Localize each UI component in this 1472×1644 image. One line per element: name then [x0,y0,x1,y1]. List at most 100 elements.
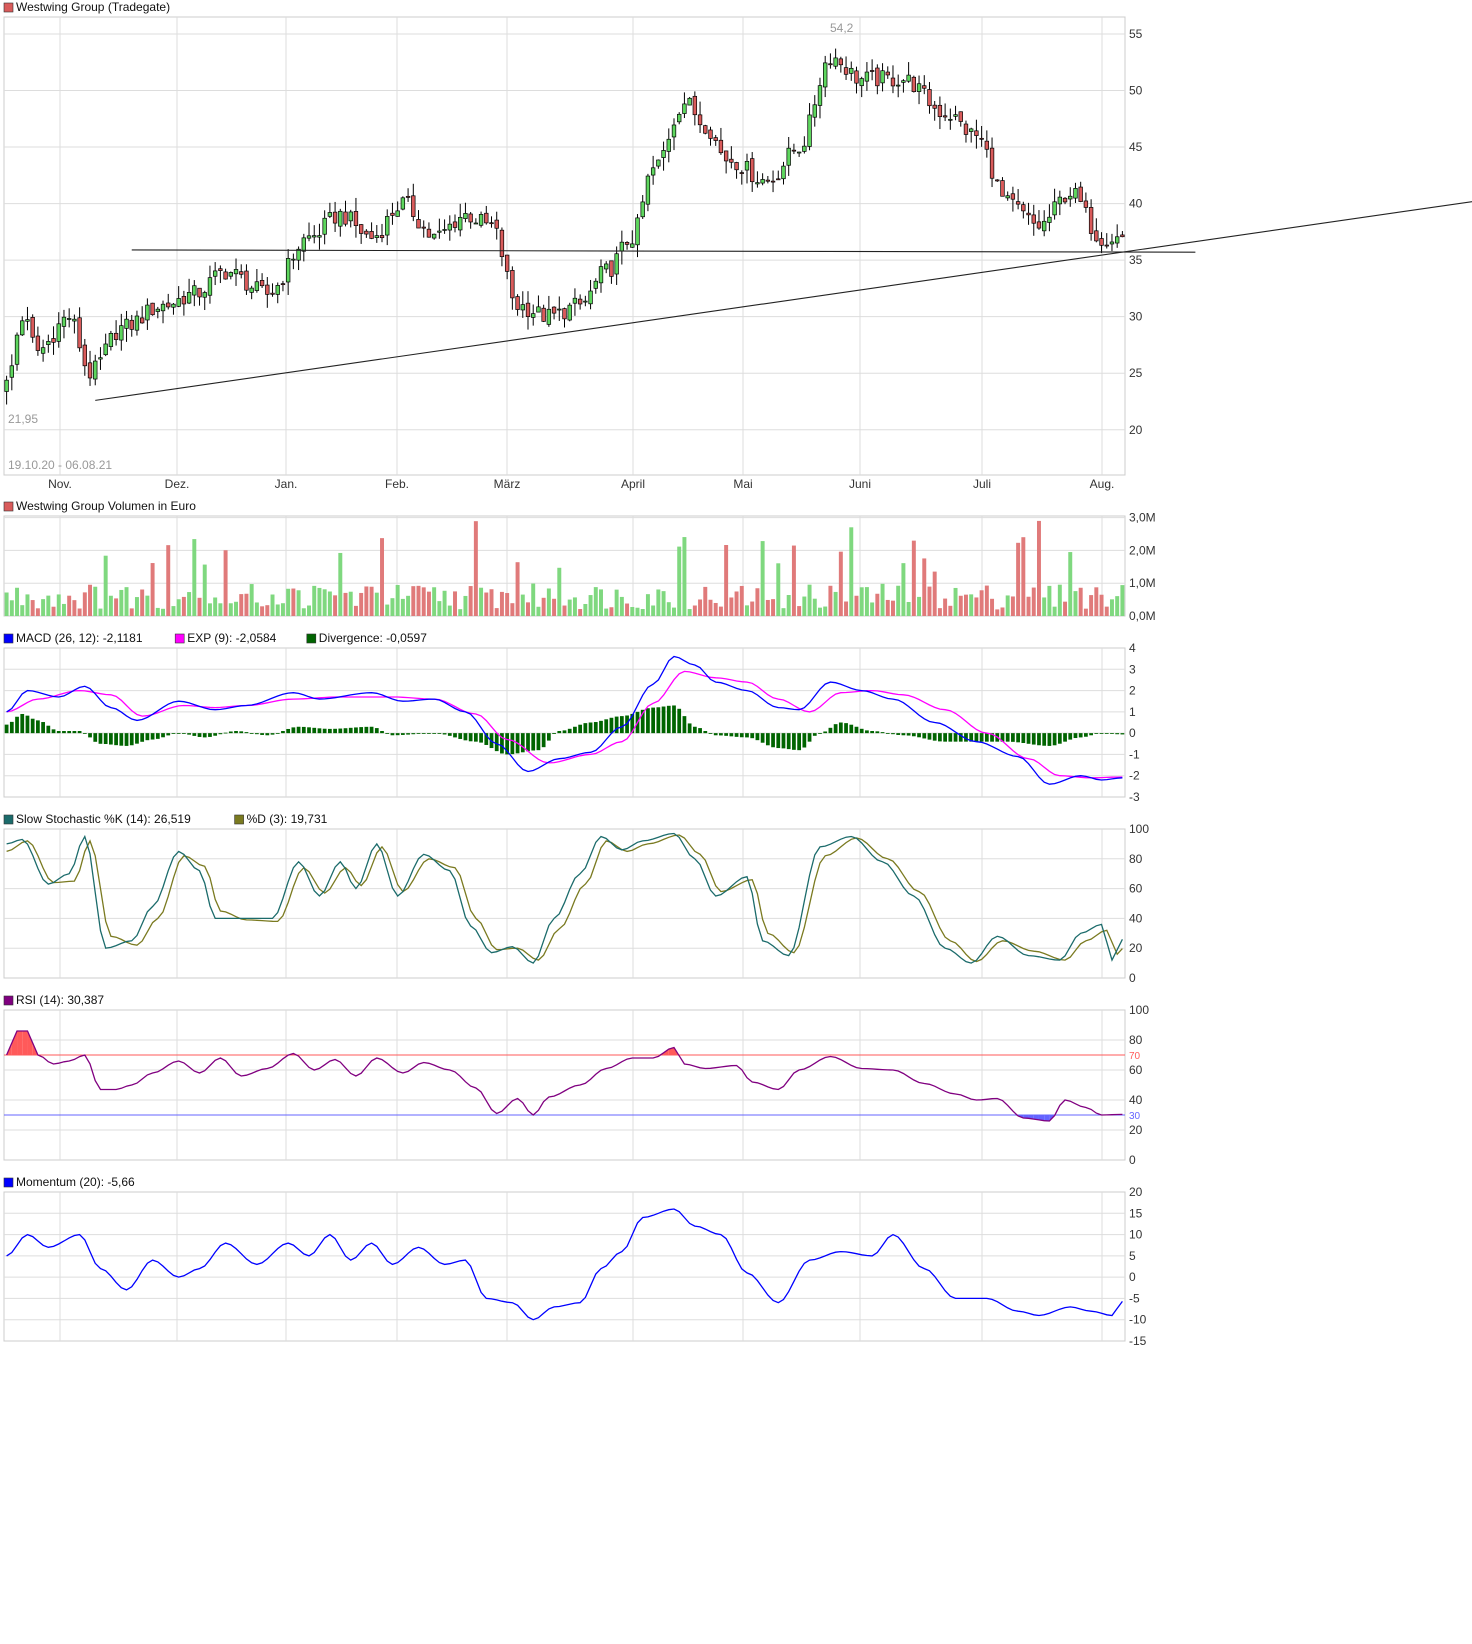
candle-body [249,287,254,293]
divergence-bar [984,733,989,742]
candle-body [671,124,677,138]
candle-body [207,277,213,296]
candle [139,306,145,324]
divergence-bar [1000,733,1005,742]
candle [504,254,510,280]
candle [1026,202,1031,225]
divergence-bar [171,733,176,734]
volume-bar [984,585,989,616]
candle-body [1120,234,1125,238]
candle-body [901,80,906,83]
candle-body [77,317,82,349]
candle [807,103,812,151]
candle [922,75,927,95]
volume-bar [1026,596,1031,616]
candle [9,354,14,391]
divergence-bar [421,733,426,734]
candle-body [510,270,515,299]
momentum-panel-ytick-label: 20 [1129,1185,1143,1199]
divergence-bar [369,726,374,734]
volume-panel-ytick-label: 2,0M [1129,543,1156,557]
volume-bar [911,540,916,616]
divergence-bar [447,733,452,736]
volume-bar [578,609,583,616]
volume-bar [807,584,812,616]
volume-bar [969,594,974,616]
volume-bar [661,591,666,616]
candle [285,249,291,295]
divergence-bar [1005,733,1010,742]
volume-bar [619,596,624,616]
divergence-bar [72,731,77,734]
candle-body [750,158,755,183]
candle-body [838,58,844,66]
candle-body [958,111,963,122]
divergence-bar [656,707,661,734]
volume-bar [854,595,859,616]
price-panel-ytick-label: 30 [1129,310,1143,324]
macd-panel-ytick-label: -3 [1129,790,1140,804]
candle-body [875,67,880,87]
candle [963,120,969,143]
candle-body [374,235,379,238]
candle [312,225,317,244]
divergence-bar [599,720,603,734]
divergence-bar [604,719,609,734]
volume-bar [844,601,849,616]
candle-body [312,235,317,238]
candle-body [338,210,343,227]
candle [796,151,802,157]
volume-bar [823,606,828,616]
rsi-panel-frame [3,1009,1126,1161]
volume-bar [651,605,656,616]
candle-body [828,63,833,66]
divergence-bar [327,728,332,734]
candle-body [442,229,447,231]
candle [306,222,312,242]
candle [348,209,353,228]
candle-body [786,147,791,166]
divergence-bar [364,726,369,734]
momentum-line [6,1208,1123,1321]
volume-bar [187,592,192,616]
divergence-bar [265,733,270,736]
candle-body [1094,230,1099,242]
volume-bar [1099,594,1104,616]
divergence-bar [275,733,280,734]
candle [239,264,244,279]
volume-bar [635,607,640,616]
rsi-panel: 100 80 60 40 20 0 RSI (14): 30,387 70 30 [3,993,1149,1167]
price-panel-frame [3,16,1126,476]
divergence-bar [807,733,812,742]
volume-bar [922,558,927,616]
candle [645,173,651,212]
divergence-bar [771,733,775,748]
candle [14,332,20,371]
candle-body [504,254,510,272]
candle-body [25,319,30,322]
divergence-bar [15,716,19,734]
divergence-bar [865,730,869,734]
month-label: Juli [973,477,991,491]
volume-bar [583,603,588,616]
volume-bar [1083,608,1088,616]
volume-bar [77,608,82,616]
volume-bar [901,563,906,616]
volume-bar [145,595,150,616]
divergence-bar [187,733,191,735]
candle-body [192,285,197,296]
candle-body [124,318,129,329]
candle [744,153,750,184]
volume-bar [88,584,93,616]
divergence-bar [520,733,525,753]
divergence-bar [739,733,744,738]
volume-bar [411,586,416,616]
divergence-bar [155,733,160,739]
divergence-bar [114,733,118,746]
divergence-bar [917,733,921,738]
candle-body [9,365,14,378]
volume-bar [765,599,770,616]
candle-body [969,128,974,132]
volume-bar [687,609,692,616]
rsi-oversold-fill [1038,1115,1045,1121]
